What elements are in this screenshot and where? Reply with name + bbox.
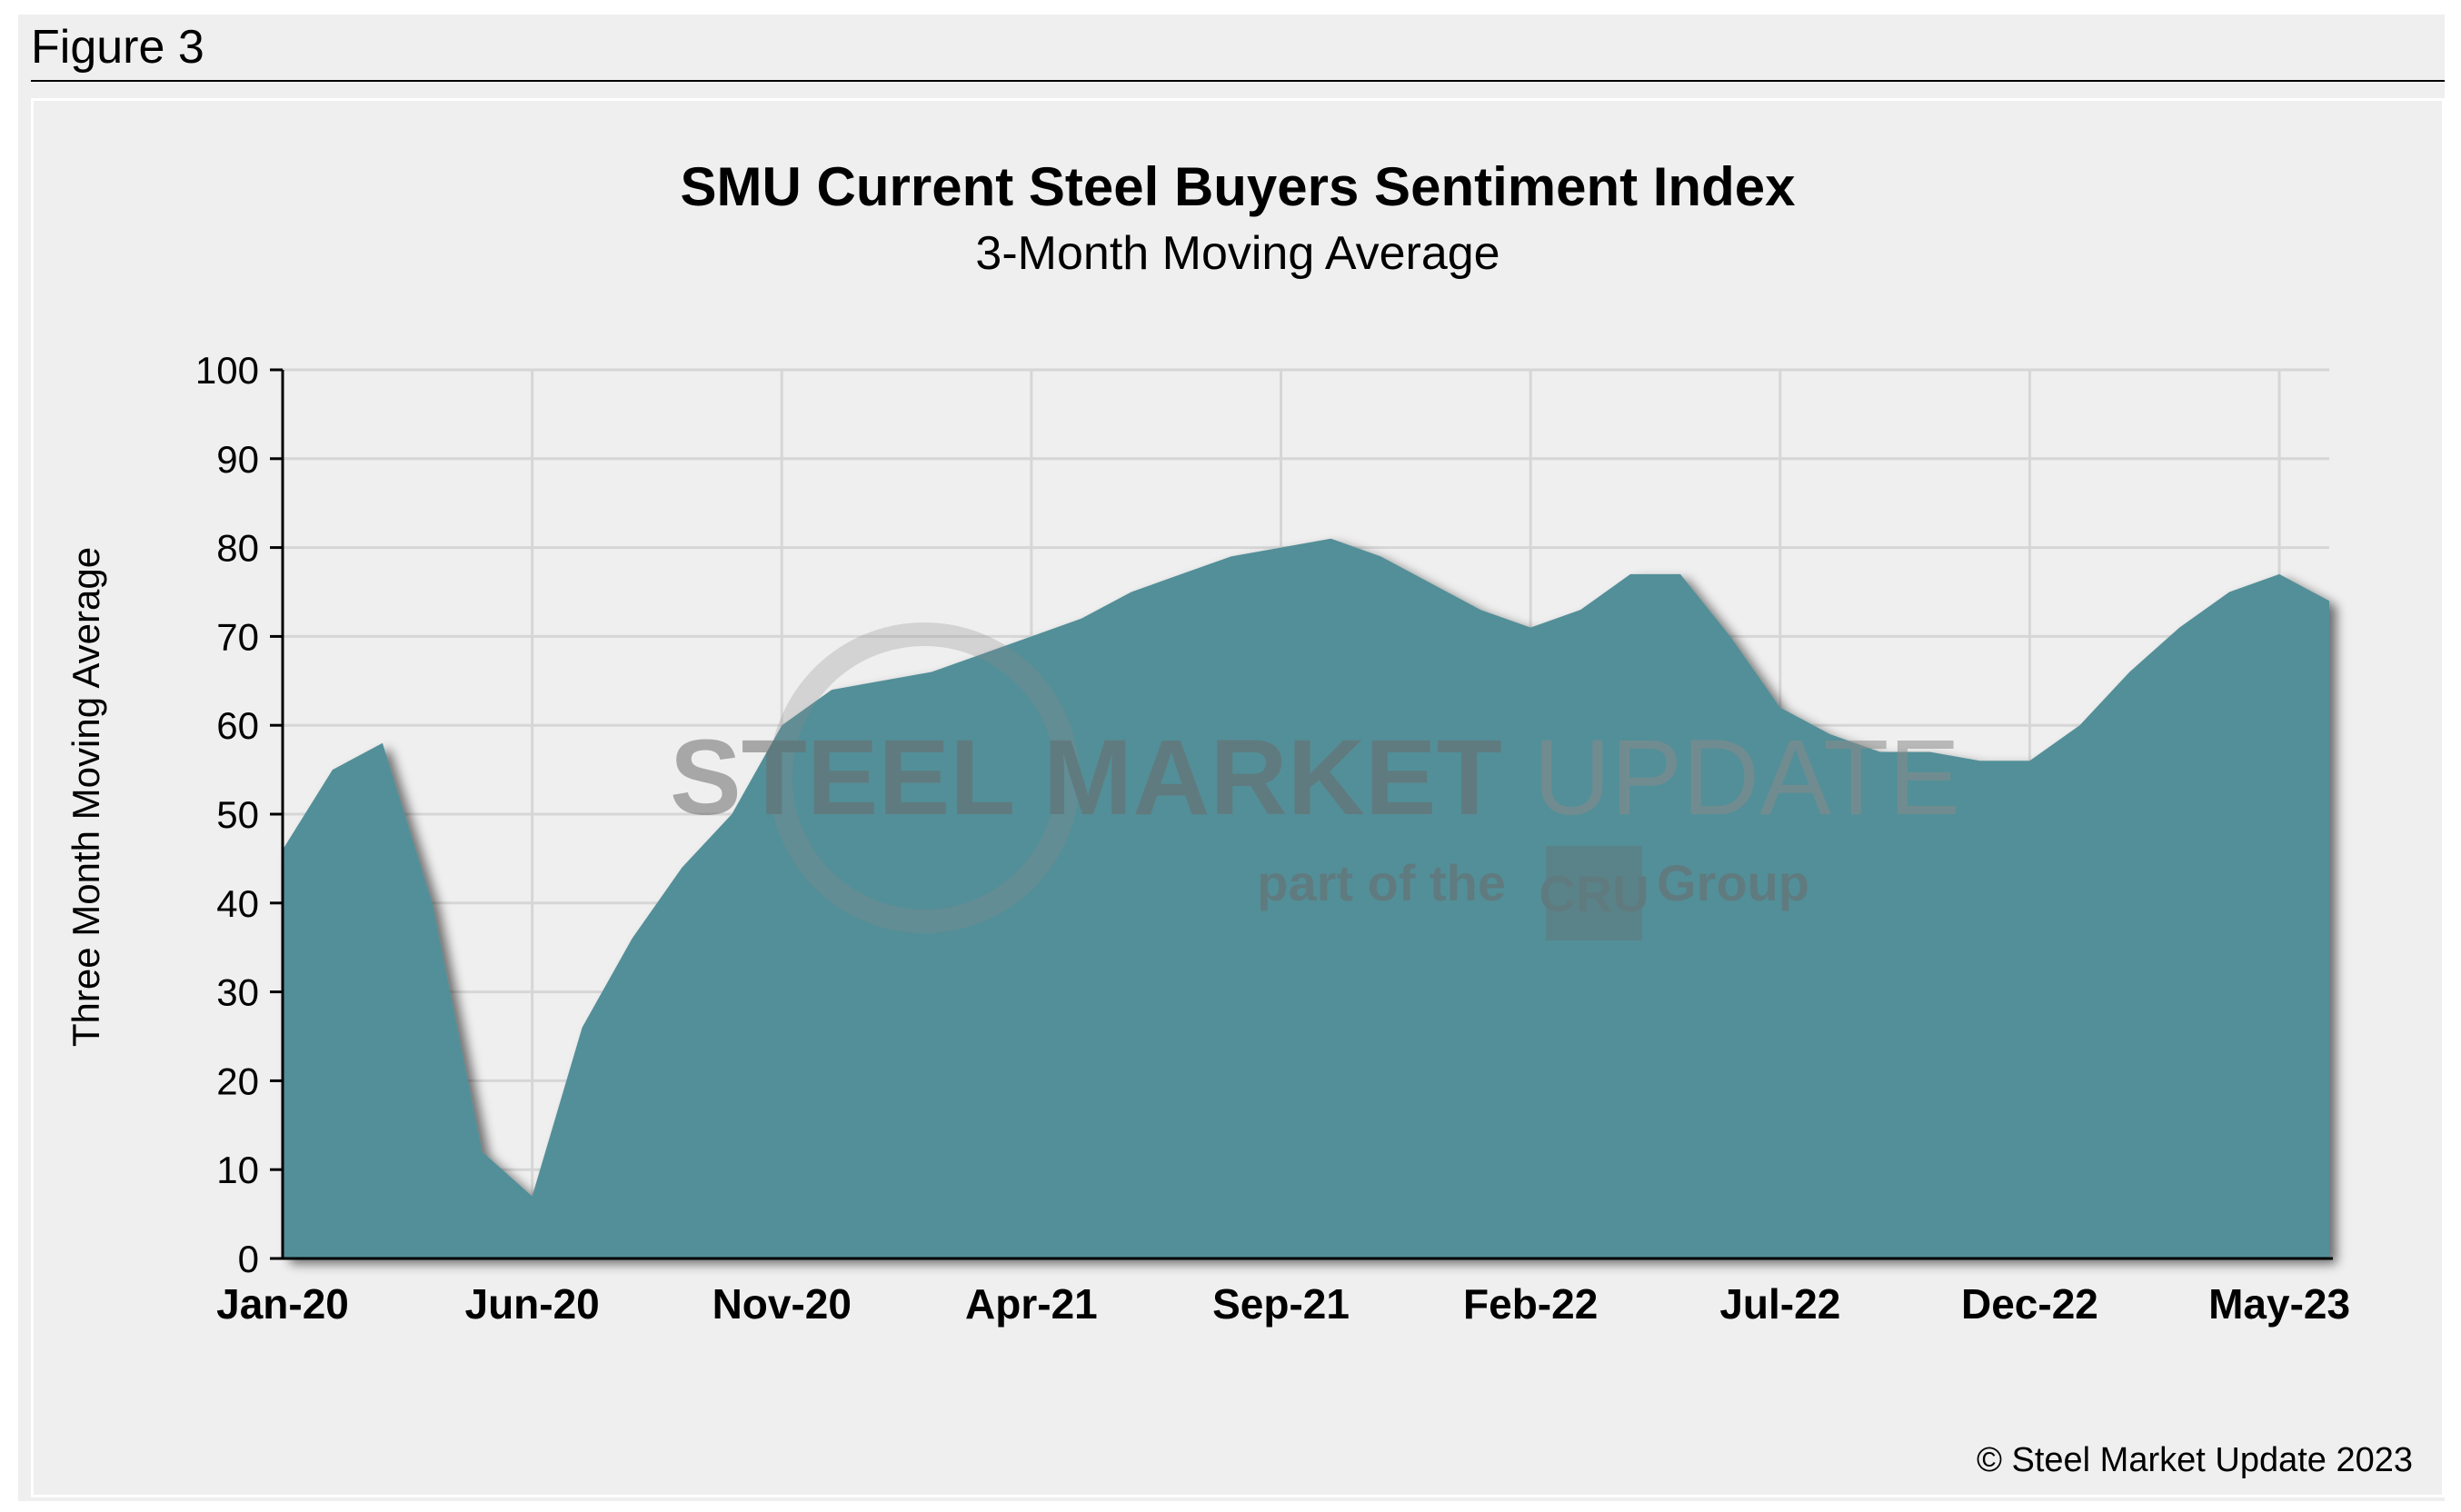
chart-panel: SMU Current Steel Buyers Sentiment Index… — [31, 98, 2445, 1497]
figure-container: Figure 3 SMU Current Steel Buyers Sentim… — [18, 15, 2445, 1501]
x-tick-label: Jul-22 — [1719, 1280, 1840, 1328]
area-chart: SMU Current Steel Buyers Sentiment Index… — [65, 156, 2413, 1479]
axes — [270, 368, 2333, 1260]
y-axis-tick-labels: 0 10 20 30 40 50 60 70 80 90 100 — [195, 349, 259, 1280]
x-tick-label: Jan-20 — [216, 1280, 349, 1328]
x-tick-label: May-23 — [2208, 1280, 2350, 1328]
y-tick-label: 100 — [195, 349, 259, 392]
copyright-notice: © Steel Market Update 2023 — [1977, 1441, 2413, 1479]
x-tick-label: Apr-21 — [965, 1280, 1098, 1328]
watermark-cru-logo-icon — [1546, 846, 1642, 940]
watermark: STEEL MARKET UPDATE part of the CRU Grou… — [670, 622, 1960, 940]
chart-subtitle: 3-Month Moving Average — [975, 227, 1500, 280]
x-tick-label: Jun-20 — [465, 1280, 600, 1328]
y-axis-label: Three Month Moving Average — [65, 547, 107, 1047]
watermark-brand-bold: STEEL MARKET — [670, 718, 1502, 838]
y-tick-label: 40 — [216, 882, 259, 925]
y-tick-label: 60 — [216, 704, 259, 747]
watermark-cru-logo-text: CRU — [1539, 865, 1649, 922]
y-tick-label: 10 — [216, 1149, 259, 1191]
y-tick-label: 70 — [216, 615, 259, 658]
watermark-brand-light: UPDATE — [1533, 718, 1960, 838]
watermark-tagline-post: Group — [1657, 854, 1809, 911]
y-tick-label: 20 — [216, 1059, 259, 1102]
watermark-swoosh-icon — [769, 622, 1080, 933]
x-tick-label: Nov-20 — [712, 1280, 852, 1328]
svg-text:STEEL MARKET UPDATE: STEEL MARKET UPDATE — [670, 718, 1960, 838]
figure-label: Figure 3 — [31, 21, 204, 74]
watermark-tagline-pre: part of the — [1257, 854, 1506, 911]
y-tick-label: 30 — [216, 971, 259, 1014]
y-tick-label: 0 — [238, 1238, 259, 1280]
figure-label-divider — [31, 80, 2445, 82]
sentiment-area — [283, 538, 2329, 1258]
y-tick-label: 80 — [216, 527, 259, 570]
y-tick-label: 90 — [216, 438, 259, 481]
y-tick-label: 50 — [216, 793, 259, 836]
x-tick-label: Sep-21 — [1212, 1280, 1350, 1328]
x-axis-tick-labels: Jan-20 Jun-20 Nov-20 Apr-21 Sep-21 Feb-22 Jul-… — [216, 1280, 2350, 1328]
area-series — [283, 538, 2329, 1258]
x-tick-label: Feb-22 — [1463, 1280, 1598, 1328]
chart-title: SMU Current Steel Buyers Sentiment Index — [681, 156, 1796, 217]
x-tick-label: Dec-22 — [1961, 1280, 2098, 1328]
